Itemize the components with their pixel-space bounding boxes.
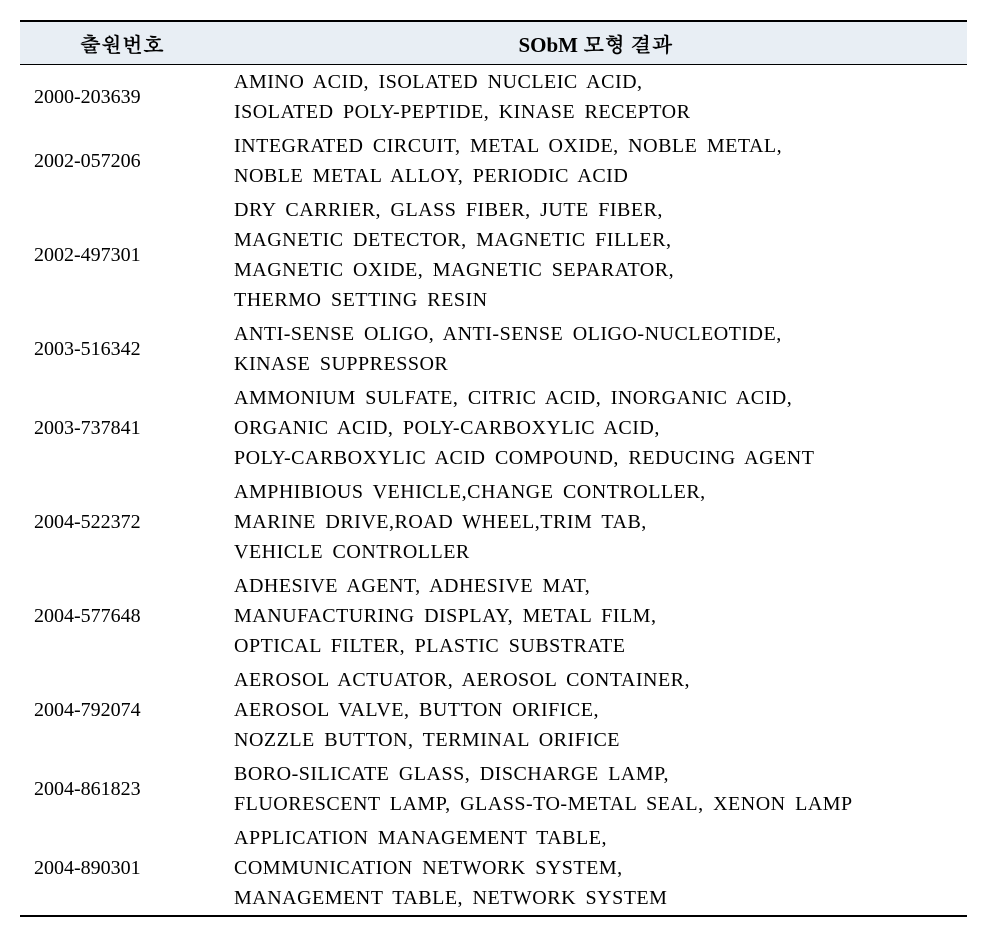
cell-app-no: 2003-737841 <box>20 381 224 475</box>
cell-result: INTEGRATED CIRCUIT, METAL OXIDE, NOBLE M… <box>224 129 967 193</box>
table-row: 2004-890301APPLICATION MANAGEMENT TABLE,… <box>20 821 967 916</box>
cell-result: DRY CARRIER, GLASS FIBER, JUTE FIBER,MAG… <box>224 193 967 317</box>
table-row: 2000-203639AMINO ACID, ISOLATED NUCLEIC … <box>20 65 967 130</box>
table-row: 2004-577648ADHESIVE AGENT, ADHESIVE MAT,… <box>20 569 967 663</box>
table-row: 2002-497301DRY CARRIER, GLASS FIBER, JUT… <box>20 193 967 317</box>
cell-result: BORO-SILICATE GLASS, DISCHARGE LAMP,FLUO… <box>224 757 967 821</box>
header-app-no: 출원번호 <box>20 21 224 65</box>
table-row: 2002-057206INTEGRATED CIRCUIT, METAL OXI… <box>20 129 967 193</box>
cell-app-no: 2004-861823 <box>20 757 224 821</box>
table-row: 2004-861823BORO-SILICATE GLASS, DISCHARG… <box>20 757 967 821</box>
cell-result: AMPHIBIOUS VEHICLE,CHANGE CONTROLLER,MAR… <box>224 475 967 569</box>
table-row: 2004-522372AMPHIBIOUS VEHICLE,CHANGE CON… <box>20 475 967 569</box>
cell-app-no: 2004-577648 <box>20 569 224 663</box>
cell-result: AMMONIUM SULFATE, CITRIC ACID, INORGANIC… <box>224 381 967 475</box>
table-row: 2003-737841AMMONIUM SULFATE, CITRIC ACID… <box>20 381 967 475</box>
cell-result: AEROSOL ACTUATOR, AEROSOL CONTAINER,AERO… <box>224 663 967 757</box>
cell-app-no: 2004-890301 <box>20 821 224 916</box>
cell-app-no: 2000-203639 <box>20 65 224 130</box>
table-row: 2004-792074AEROSOL ACTUATOR, AEROSOL CON… <box>20 663 967 757</box>
header-result: SObM 모형 결과 <box>224 21 967 65</box>
cell-app-no: 2003-516342 <box>20 317 224 381</box>
sobm-results-table: 출원번호 SObM 모형 결과 2000-203639AMINO ACID, I… <box>20 20 967 917</box>
cell-result: APPLICATION MANAGEMENT TABLE,COMMUNICATI… <box>224 821 967 916</box>
table-body: 2000-203639AMINO ACID, ISOLATED NUCLEIC … <box>20 65 967 917</box>
cell-result: ANTI-SENSE OLIGO, ANTI-SENSE OLIGO-NUCLE… <box>224 317 967 381</box>
table-row: 2003-516342ANTI-SENSE OLIGO, ANTI-SENSE … <box>20 317 967 381</box>
cell-app-no: 2004-792074 <box>20 663 224 757</box>
cell-result: ADHESIVE AGENT, ADHESIVE MAT,MANUFACTURI… <box>224 569 967 663</box>
cell-app-no: 2002-497301 <box>20 193 224 317</box>
cell-app-no: 2002-057206 <box>20 129 224 193</box>
table-header-row: 출원번호 SObM 모형 결과 <box>20 21 967 65</box>
cell-result: AMINO ACID, ISOLATED NUCLEIC ACID,ISOLAT… <box>224 65 967 130</box>
cell-app-no: 2004-522372 <box>20 475 224 569</box>
